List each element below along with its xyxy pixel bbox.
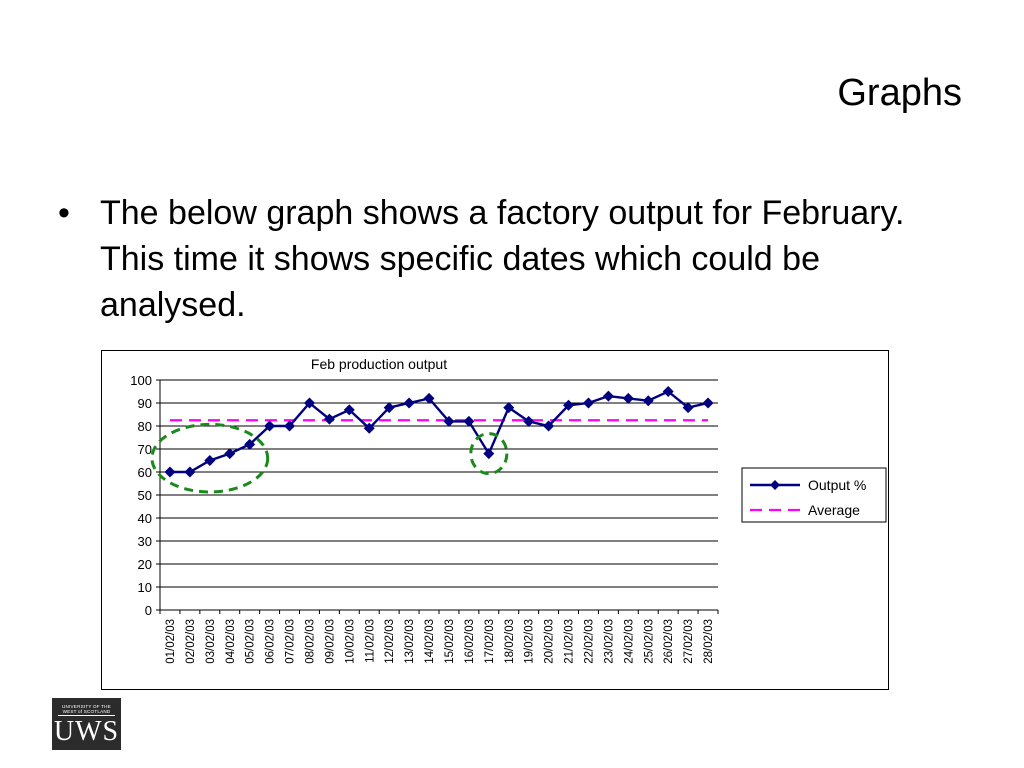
x-tick-label: 25/02/03 bbox=[643, 619, 655, 664]
x-tick-label: 07/02/03 bbox=[285, 619, 297, 664]
logo-line-2: WEST of SCOTLAND bbox=[62, 709, 111, 714]
output-point bbox=[343, 404, 355, 416]
x-tick-label: 15/02/03 bbox=[444, 619, 456, 664]
x-tick-label: 28/02/03 bbox=[703, 619, 715, 664]
output-point bbox=[463, 415, 475, 427]
slide-title: Graphs bbox=[837, 72, 962, 114]
y-tick-label: 0 bbox=[145, 603, 152, 618]
output-point bbox=[363, 422, 375, 434]
x-tick-label: 08/02/03 bbox=[304, 619, 316, 664]
output-point bbox=[503, 402, 515, 414]
chart-title: Feb production output bbox=[311, 356, 447, 372]
x-tick-label: 12/02/03 bbox=[384, 619, 396, 664]
output-point bbox=[244, 438, 256, 450]
highlight-ellipse bbox=[469, 432, 509, 476]
output-point bbox=[702, 397, 714, 409]
output-point bbox=[323, 413, 335, 425]
output-point bbox=[662, 386, 674, 397]
y-tick-label: 20 bbox=[138, 557, 152, 572]
x-tick-label: 04/02/03 bbox=[225, 619, 237, 664]
x-tick-label: 26/02/03 bbox=[663, 619, 675, 664]
output-line bbox=[169, 390, 709, 474]
y-tick-label: 40 bbox=[138, 511, 152, 526]
output-point bbox=[264, 420, 276, 432]
legend-output-label: Output % bbox=[808, 477, 866, 493]
logo-wordmark: UWS bbox=[53, 716, 120, 747]
bullet-dot: • bbox=[58, 194, 70, 232]
bullet-text: The below graph shows a factory output f… bbox=[100, 194, 905, 324]
output-point bbox=[423, 392, 435, 404]
output-point bbox=[682, 402, 694, 414]
x-tick-label: 17/02/03 bbox=[484, 619, 496, 664]
x-tick-label: 21/02/03 bbox=[564, 619, 576, 664]
output-point bbox=[303, 397, 315, 409]
x-tick-label: 02/02/03 bbox=[185, 619, 197, 664]
logo-line-1: UNIVERSITY OF THE bbox=[62, 704, 111, 709]
logo-small-text: UNIVERSITY OF THE WEST of SCOTLAND bbox=[52, 704, 121, 714]
x-tick-label: 20/02/03 bbox=[544, 619, 556, 664]
x-tick-label: 23/02/03 bbox=[603, 619, 615, 664]
y-tick-label: 100 bbox=[130, 373, 152, 388]
x-tick-label: 22/02/03 bbox=[583, 619, 595, 664]
output-point bbox=[403, 397, 415, 409]
x-tick-label: 16/02/03 bbox=[464, 619, 476, 664]
y-tick-label: 70 bbox=[138, 442, 152, 457]
output-point bbox=[224, 448, 236, 460]
output-point bbox=[642, 395, 654, 407]
y-tick-label: 50 bbox=[138, 488, 152, 503]
output-point bbox=[602, 390, 614, 402]
legend-average-label: Average bbox=[808, 502, 860, 518]
logo-divider bbox=[58, 715, 115, 716]
y-tick-label: 80 bbox=[138, 419, 152, 434]
legend-output-marker bbox=[770, 480, 780, 490]
x-tick-label: 05/02/03 bbox=[245, 619, 257, 664]
output-point bbox=[443, 415, 455, 427]
y-tick-label: 60 bbox=[138, 465, 152, 480]
output-point bbox=[184, 466, 196, 478]
legend-box bbox=[741, 467, 887, 523]
x-tick-label: 01/02/03 bbox=[165, 619, 177, 664]
y-tick-label: 30 bbox=[138, 534, 152, 549]
y-tick-label: 10 bbox=[138, 580, 152, 595]
x-tick-label: 13/02/03 bbox=[404, 619, 416, 664]
output-point bbox=[204, 455, 216, 466]
uws-logo: UNIVERSITY OF THE WEST of SCOTLAND UWS bbox=[52, 698, 121, 750]
x-tick-label: 24/02/03 bbox=[623, 619, 635, 664]
x-tick-label: 11/02/03 bbox=[364, 619, 376, 663]
chart-frame: Feb production output 0 10 20 30 40 50 60 70 80 90… bbox=[101, 350, 889, 690]
output-point bbox=[543, 420, 555, 432]
x-tick-label: 09/02/03 bbox=[324, 619, 336, 664]
x-tick-label: 19/02/03 bbox=[524, 619, 536, 664]
output-point bbox=[383, 402, 395, 414]
x-tick-label: 03/02/03 bbox=[205, 619, 217, 664]
output-point bbox=[622, 392, 634, 404]
output-point bbox=[164, 466, 176, 478]
x-tick-label: 27/02/03 bbox=[683, 619, 695, 664]
output-point bbox=[483, 448, 495, 460]
bullet-point: • The below graph shows a factory output… bbox=[58, 190, 918, 328]
output-point bbox=[563, 399, 575, 411]
output-point bbox=[523, 415, 535, 427]
x-tick-label: 14/02/03 bbox=[424, 619, 436, 664]
x-tick-label: 18/02/03 bbox=[504, 619, 516, 664]
y-tick-label: 90 bbox=[138, 396, 152, 411]
line-chart: Feb production output 0 10 20 30 40 50 60 70 80 90… bbox=[130, 356, 887, 664]
x-tick-label: 06/02/03 bbox=[265, 619, 277, 664]
highlight-ellipse bbox=[150, 422, 270, 494]
output-point bbox=[284, 420, 296, 432]
output-point bbox=[582, 397, 594, 409]
x-tick-label: 10/02/03 bbox=[344, 619, 356, 664]
